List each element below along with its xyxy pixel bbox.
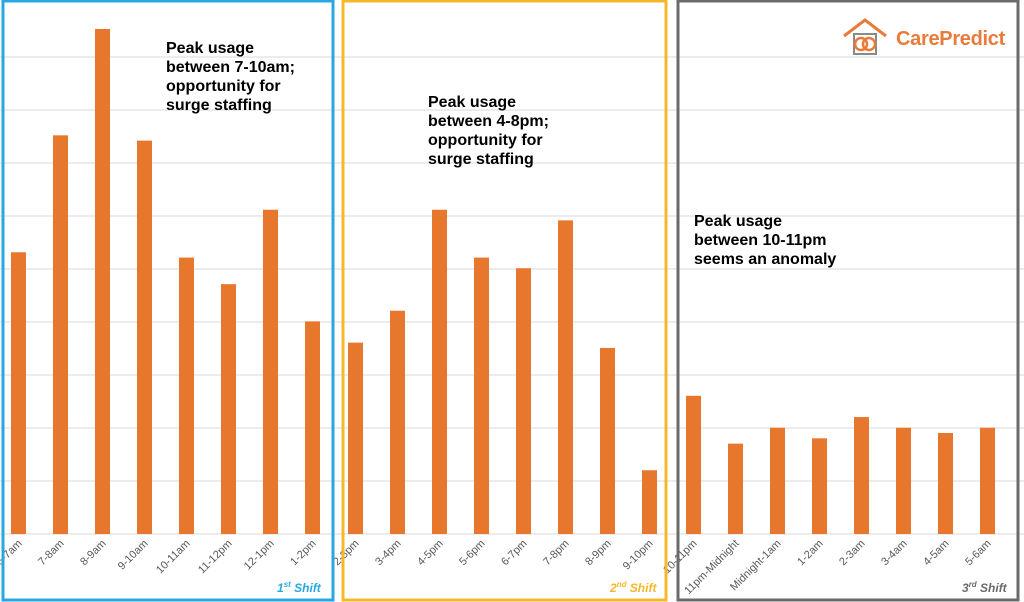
bar-3-4pm: [390, 310, 405, 534]
bar-5-6am: [980, 427, 995, 534]
shift-label-3: 3rd Shift: [962, 580, 1008, 595]
annotation-shift1: Peak usage between 7-10am; opportunity f…: [166, 40, 295, 114]
shift-labels: 1st Shift 2nd Shift 3rd Shift: [277, 580, 1008, 595]
x-tick-label: 7-8pm: [541, 538, 572, 569]
annotation-shift2: Peak usage between 4-8pm; opportunity fo…: [428, 94, 549, 168]
bar-11pm-Midnight: [728, 443, 743, 534]
bar-7-8pm: [558, 220, 573, 535]
bar-10-11am: [179, 257, 194, 534]
brand-name: CarePredict: [896, 28, 1005, 50]
shift-frame-1: [1, 0, 335, 602]
x-tick-label: 5-6pm: [457, 538, 488, 569]
bar-12-1pm: [263, 209, 278, 534]
x-tick-label: 12-1pm: [242, 538, 277, 573]
gridlines: [0, 56, 1024, 535]
bar-9-10am: [137, 140, 152, 534]
x-tick-label: 2-3pm: [331, 538, 362, 569]
x-tick-label: 3-4pm: [373, 538, 404, 569]
x-tick-label: 9-10pm: [621, 538, 656, 573]
x-tick-label: 4-5am: [921, 538, 952, 569]
shift-label-1: 1st Shift: [277, 580, 322, 595]
shift-frame-2: [341, 0, 668, 602]
annotation-shift3: Peak usage between 10-11pm seems an anom…: [694, 213, 837, 268]
bar-1-2am: [812, 438, 827, 534]
x-tick-label: 3-4am: [879, 538, 910, 569]
bar-1-2pm: [305, 321, 320, 534]
bar-4-5pm: [432, 209, 447, 534]
x-tick-label: 10-11am: [154, 538, 193, 577]
bar-2-3am: [854, 417, 869, 534]
house-logo-icon: [843, 18, 887, 55]
careproedict-logo: CarePredict: [840, 16, 1020, 60]
x-tick-label: 4-5pm: [415, 538, 446, 569]
x-tick-labels: 6-7am 7-8am 8-9am 9-10am 10-11am 11-12pm 12-1p…: [0, 538, 994, 597]
bar-9-10pm: [642, 470, 657, 534]
bars: [11, 29, 995, 535]
bar-7-8am: [53, 135, 68, 534]
x-tick-label: 6-7pm: [499, 538, 530, 569]
bar-2-3pm: [348, 342, 363, 534]
x-tick-label: 11-12pm: [196, 538, 235, 577]
bar-Midnight-1am: [770, 427, 785, 534]
bar-4-5am: [938, 433, 953, 534]
bar-8-9am: [95, 29, 110, 534]
bar-8-9pm: [600, 347, 615, 534]
bar-6-7pm: [516, 268, 531, 534]
x-tick-label: 2-3am: [837, 538, 868, 569]
bar-10-11pm: [686, 395, 701, 534]
bar-3-4am: [896, 427, 911, 534]
x-tick-label: 8-9am: [78, 538, 109, 569]
shift-frame-3: [676, 0, 1020, 602]
shift-label-2: 2nd Shift: [609, 580, 657, 595]
bar-5-6pm: [474, 257, 489, 534]
bar-6-7am: [11, 252, 26, 534]
bar-11-12pm: [221, 284, 236, 534]
x-tick-label: 1-2pm: [288, 538, 319, 569]
x-tick-label: 9-10am: [116, 538, 151, 573]
x-tick-label: 7-8am: [36, 538, 67, 569]
x-tick-label: 1-2am: [795, 538, 826, 569]
x-tick-label: 5-6am: [963, 538, 994, 569]
x-tick-label: 8-9pm: [583, 538, 614, 569]
